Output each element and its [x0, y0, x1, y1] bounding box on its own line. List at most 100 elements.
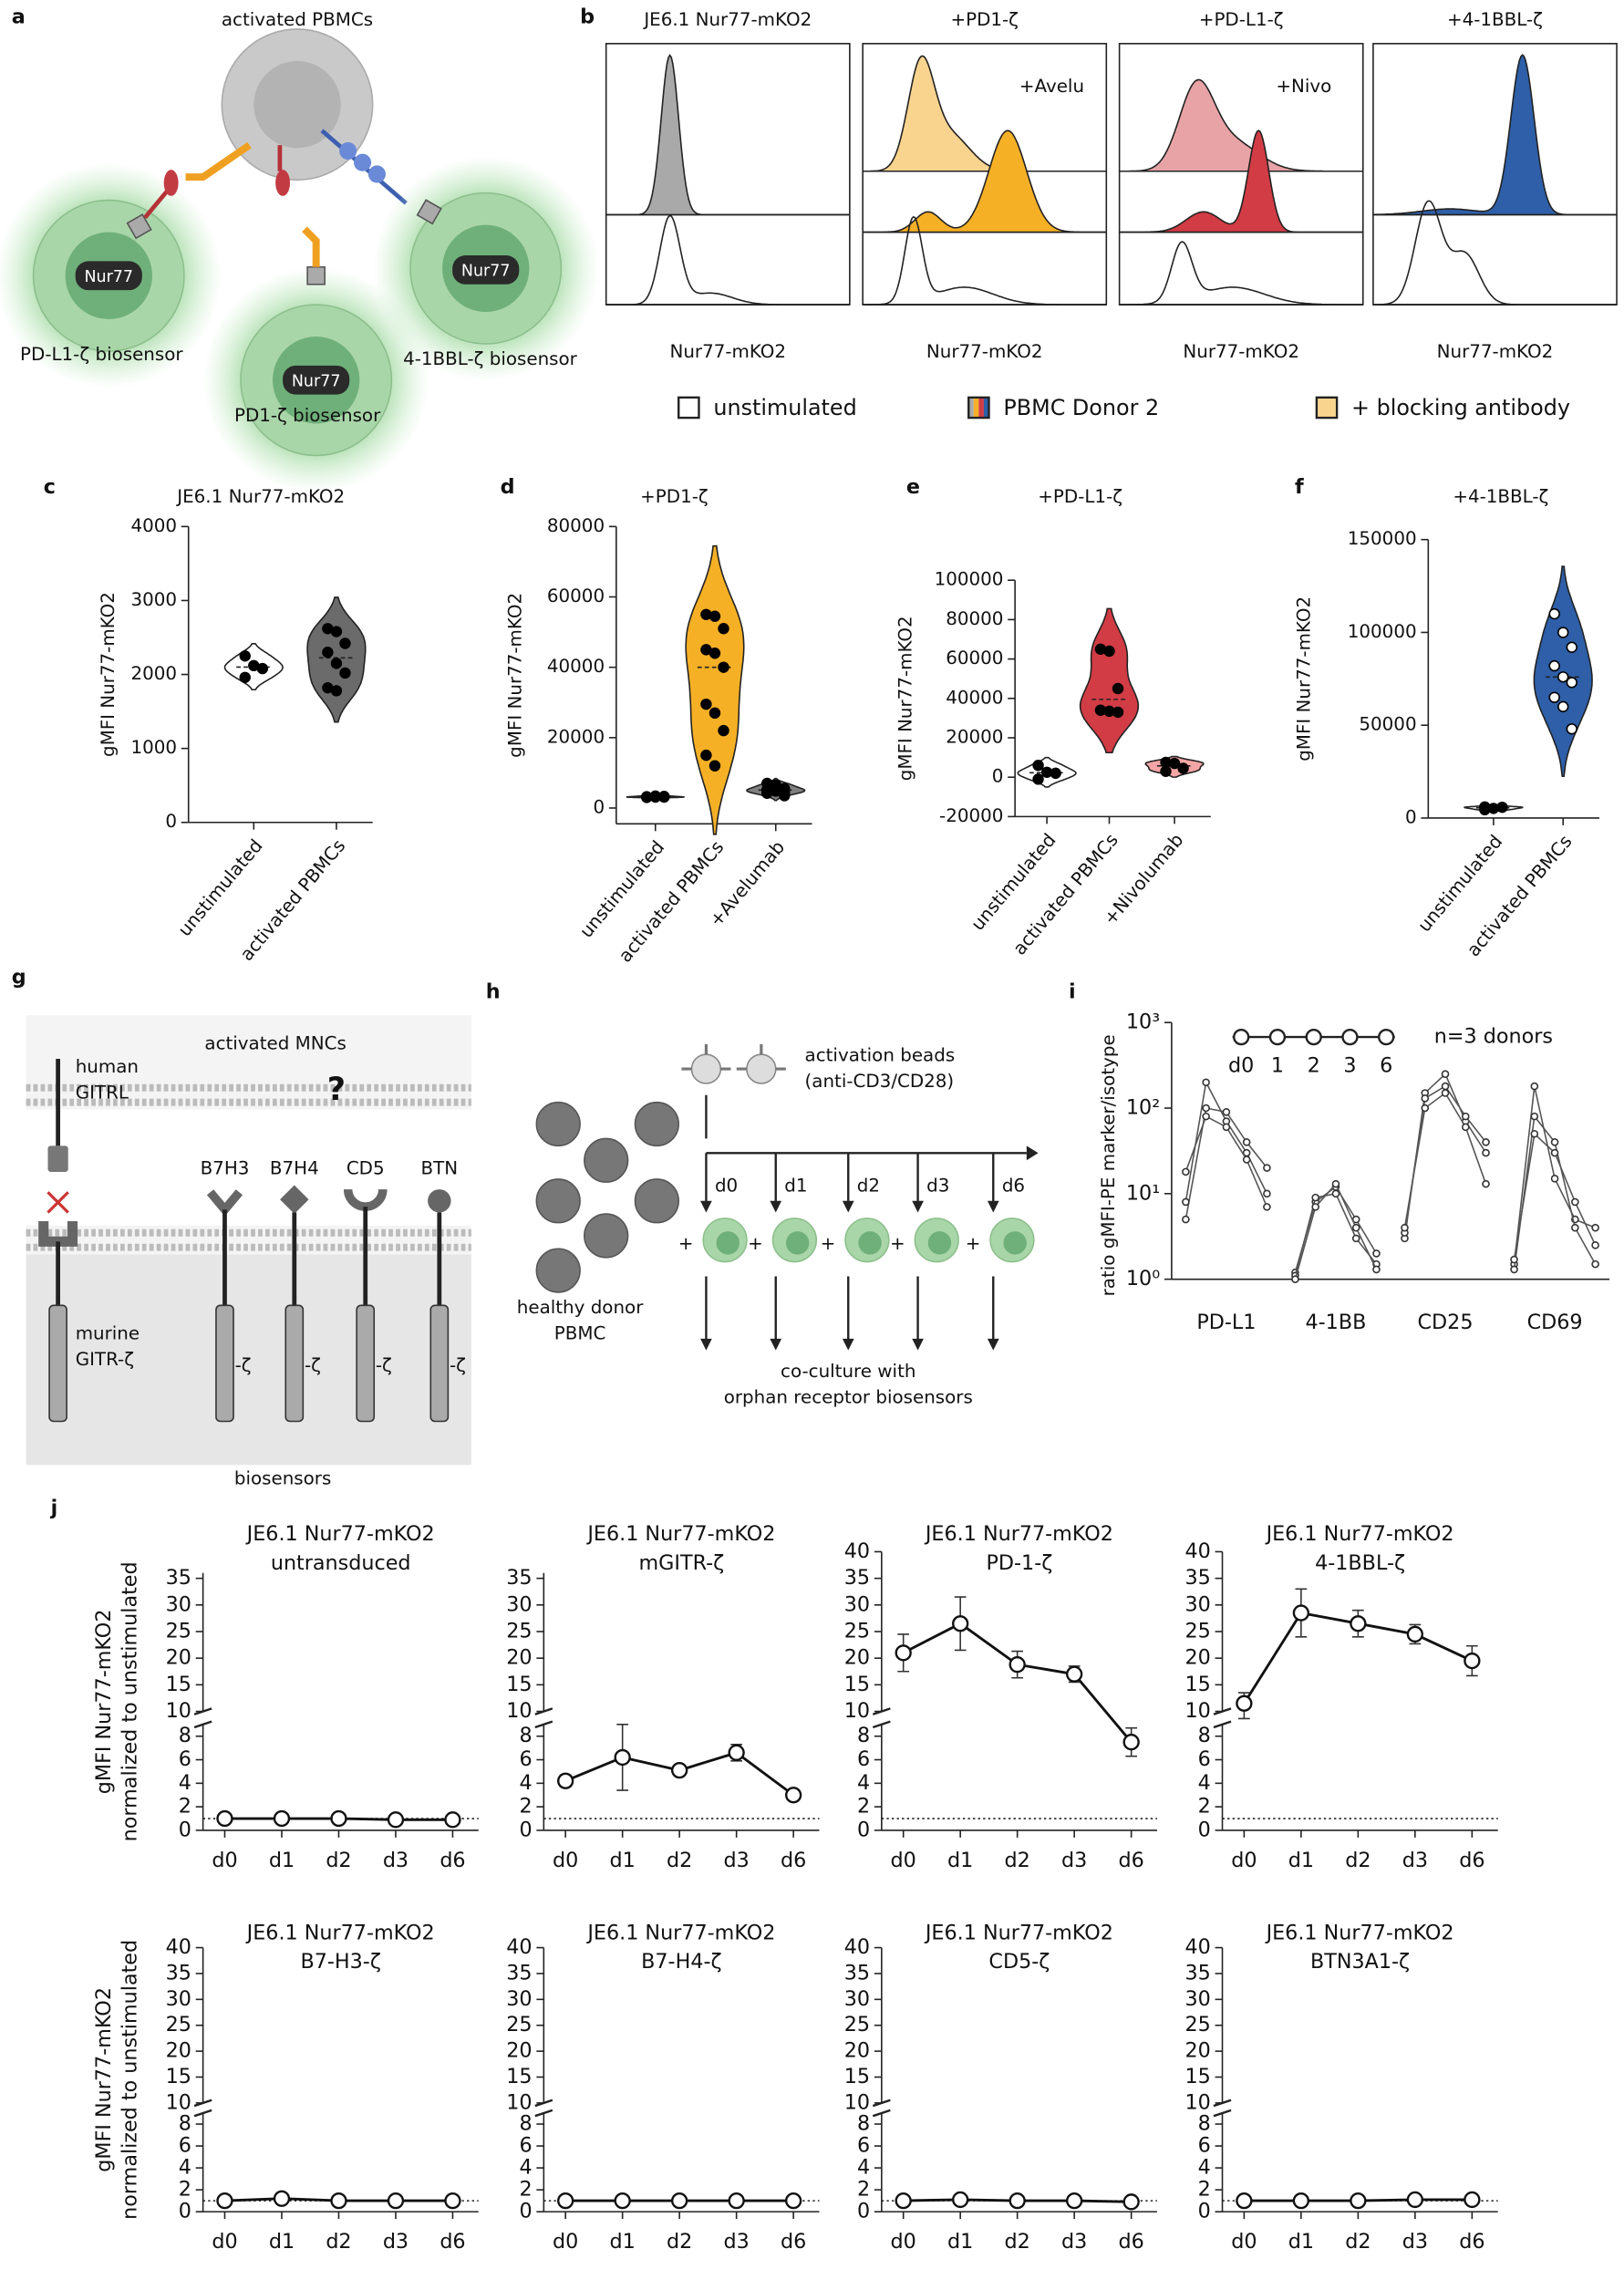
x-tick-label: d1 — [1288, 1849, 1314, 1872]
y-tick-label: 15 — [166, 2065, 191, 2088]
histogram-title: +PD1-ζ — [950, 9, 1019, 30]
point — [1550, 1175, 1559, 1183]
x-tick-label: 4-1BB — [1306, 1311, 1367, 1334]
panel-label: e — [906, 475, 920, 499]
legend-swatch — [983, 397, 989, 419]
x-tick-label: d3 — [383, 2230, 409, 2254]
chart-title: JE6.1 Nur77-mKO2 — [1265, 1921, 1454, 1944]
y-tick-label: 30 — [506, 1592, 532, 1616]
point — [728, 1744, 745, 1761]
pbmc — [634, 1178, 679, 1224]
point — [1182, 1215, 1190, 1224]
point — [1441, 1070, 1450, 1078]
y-tick-label: 20000 — [547, 726, 605, 747]
point — [330, 658, 343, 669]
y-tick-label: 8 — [179, 1724, 191, 1747]
label: activated MNCs — [204, 1033, 346, 1054]
point — [387, 1811, 405, 1829]
x-tick-label: d2 — [326, 2230, 351, 2254]
y-axis-label: ratio gMFI-PE marker/isotype — [1098, 1034, 1119, 1296]
point — [952, 2191, 969, 2209]
y-tick-label: 25 — [506, 1619, 532, 1643]
y-axis-label: gMFI Nur77-mKO2 — [98, 592, 119, 757]
label: human — [76, 1056, 139, 1077]
point — [239, 650, 251, 662]
y-axis-label: gMFI Nur77-mKO2 — [895, 616, 915, 781]
y-tick-label: 35 — [844, 1566, 870, 1590]
point — [1461, 1123, 1470, 1132]
point — [239, 671, 251, 683]
point — [1202, 1104, 1210, 1113]
biosensor-label: 4-1BBL-ζ biosensor — [403, 348, 578, 369]
chart-subtitle: PD-1-ζ — [986, 1551, 1052, 1575]
y-tick-label: 35 — [506, 1566, 532, 1590]
point — [1168, 757, 1181, 770]
x-tick-label: d3 — [383, 1849, 409, 1872]
histogram — [1372, 54, 1618, 216]
y-tick-label: 40 — [844, 1539, 870, 1563]
y-tick-label: 2 — [1198, 2178, 1211, 2202]
point — [1482, 1138, 1490, 1146]
x-axis-label: Nur77-mKO2 — [1183, 341, 1299, 362]
receptor-box — [126, 213, 152, 240]
x-tick-label: d6 — [440, 2230, 465, 2254]
point — [1160, 765, 1172, 777]
point — [785, 2192, 802, 2210]
point — [1202, 1078, 1210, 1087]
point — [728, 2192, 745, 2210]
x-tick-label: d0 — [891, 1849, 916, 1872]
y-axis-label: gMFI Nur77-mKO2 — [92, 1610, 116, 1795]
panel-h — [535, 1044, 1039, 1293]
point — [1479, 801, 1491, 813]
y-tick-label: 6 — [1198, 2134, 1211, 2158]
y-tick-label: 15 — [844, 1673, 870, 1696]
label: (anti-CD3/CD28) — [805, 1071, 955, 1092]
point — [1557, 700, 1569, 713]
donor-line — [1403, 1092, 1487, 1228]
x-tick-label: d2 — [1345, 1849, 1371, 1872]
y-tick-label: 8 — [519, 2112, 532, 2136]
chart-subtitle: mGITR-ζ — [639, 1551, 725, 1575]
y-tick-label: 10 — [506, 1699, 532, 1723]
point — [1350, 1615, 1367, 1632]
point — [1421, 1094, 1430, 1103]
line — [903, 1622, 1133, 1744]
point — [1530, 1112, 1539, 1121]
arrowhead — [842, 1200, 854, 1213]
y-tick-label: 100000 — [935, 569, 1004, 590]
biosensor-nucleus — [716, 1231, 740, 1255]
point — [1182, 1197, 1190, 1207]
x-tick-label: PD-L1 — [1196, 1311, 1256, 1334]
legend-swatch — [1315, 396, 1339, 420]
y-tick-label: 10³ — [1126, 1010, 1160, 1034]
biosensor-nucleus — [927, 1231, 952, 1255]
histogram-frame — [605, 43, 851, 306]
arrowhead — [912, 1338, 924, 1351]
point — [330, 626, 343, 637]
point — [785, 1787, 802, 1804]
biosensor-nucleus — [785, 1231, 810, 1255]
y-tick-label: 40 — [1184, 1935, 1210, 1959]
annotation: +Avelu — [1019, 76, 1084, 97]
x-tick-label: d0 — [553, 1849, 578, 1872]
y-tick-label: 8 — [1198, 2112, 1211, 2136]
day-label: d6 — [1002, 1175, 1025, 1196]
panel-label: j — [50, 1496, 58, 1519]
point — [718, 661, 729, 673]
y-tick-label: 4 — [857, 2156, 870, 2180]
histogram — [1372, 200, 1618, 306]
point — [273, 2190, 291, 2207]
point — [1510, 1255, 1518, 1264]
y-tick-label: 4000 — [130, 515, 177, 536]
y-tick-label: 0 — [519, 2200, 532, 2223]
y-tick-label: 30 — [166, 1592, 191, 1616]
y-tick-label: 20 — [166, 1646, 191, 1670]
y-tick-label: 3000 — [130, 589, 177, 610]
y-tick-label: 15 — [506, 2065, 532, 2088]
y-tick-label: 15 — [166, 1673, 191, 1696]
histogram — [863, 130, 1107, 233]
point — [1406, 2191, 1423, 2209]
point — [718, 724, 729, 737]
receptor-box — [416, 199, 442, 225]
